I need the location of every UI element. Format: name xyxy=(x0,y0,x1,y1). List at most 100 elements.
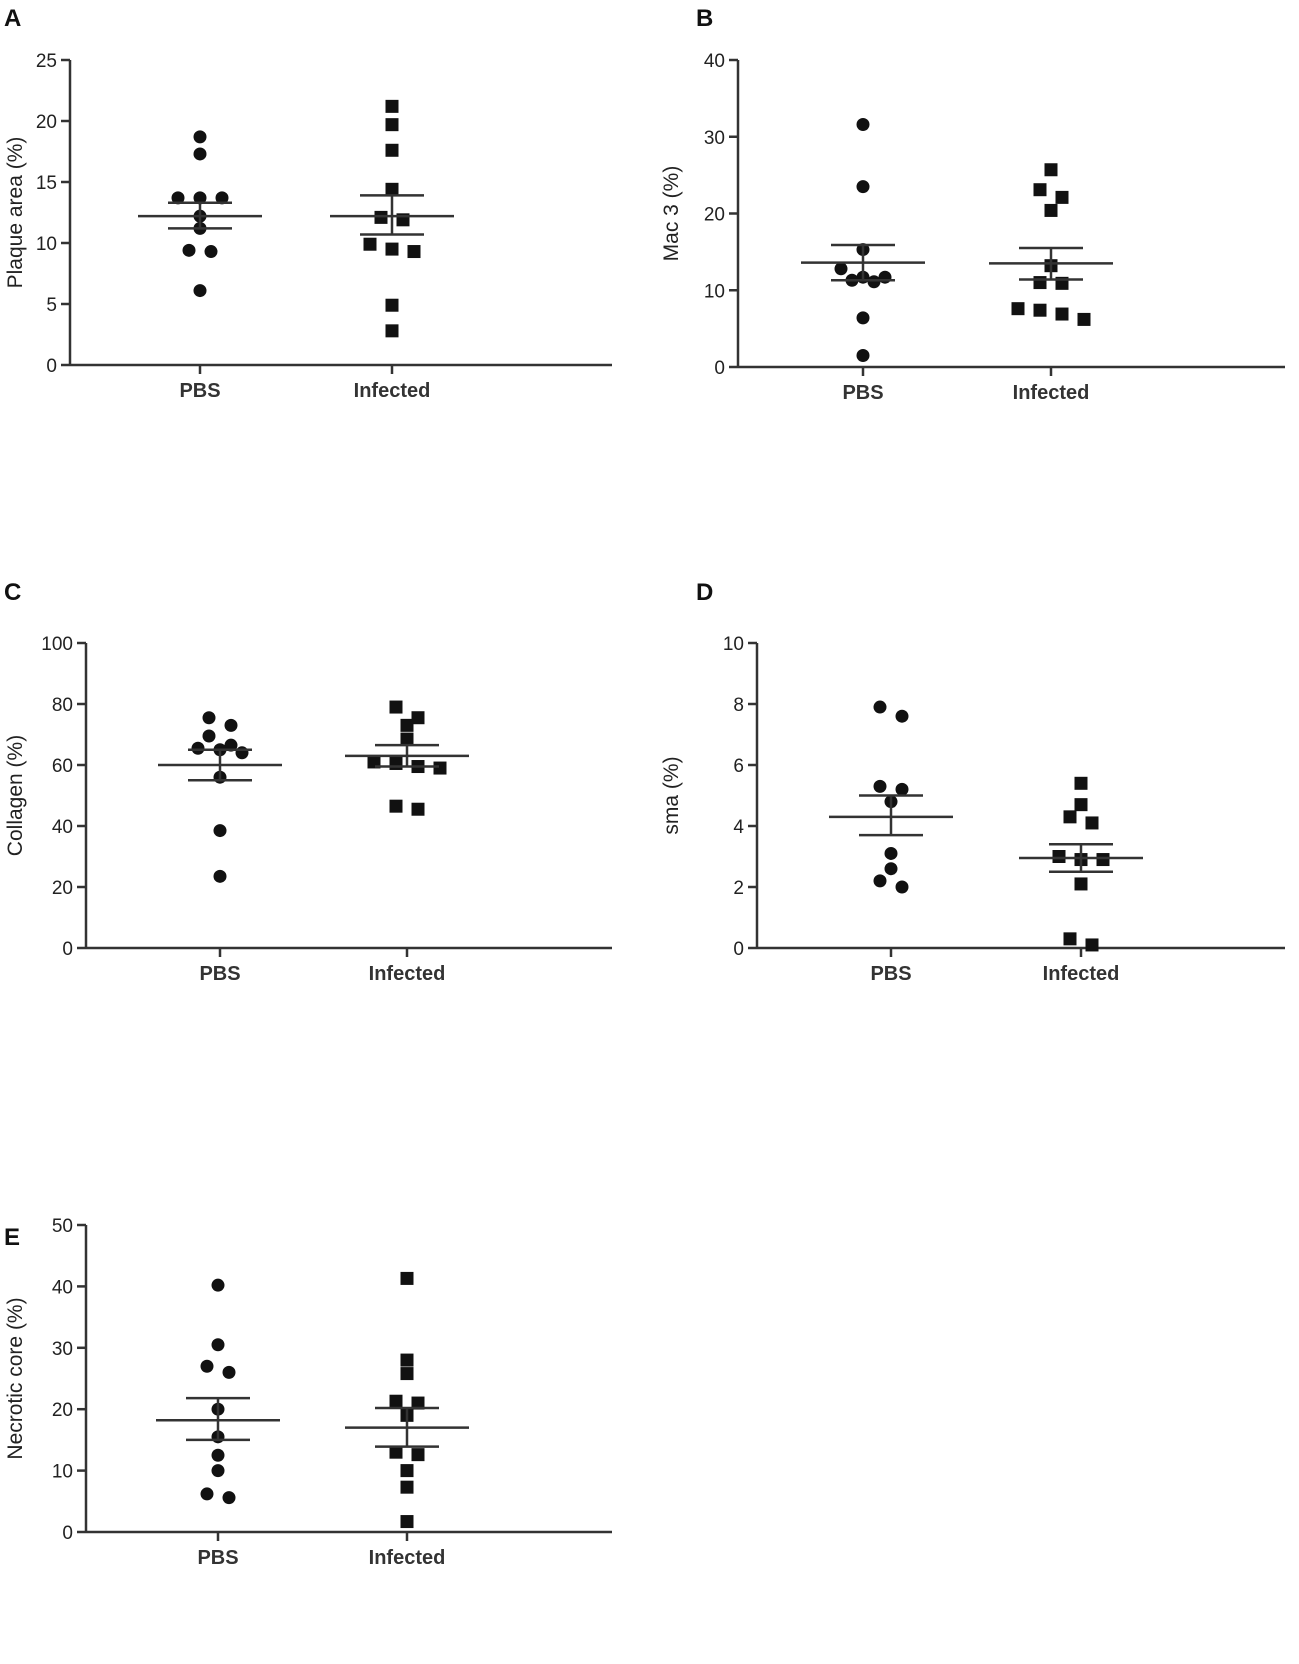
data-point-infected xyxy=(385,182,399,196)
data-point-pbs xyxy=(834,262,848,276)
x-category-label: Infected xyxy=(369,963,446,985)
data-point-infected xyxy=(400,732,414,746)
x-category-label: PBS xyxy=(870,963,911,985)
data-point-pbs xyxy=(895,880,909,894)
data-point-pbs xyxy=(884,862,898,876)
data-point-infected xyxy=(1055,190,1069,204)
data-point-pbs xyxy=(867,275,881,289)
data-point-infected xyxy=(385,99,399,113)
data-point-pbs xyxy=(856,180,870,194)
panel-label: E xyxy=(4,1224,20,1251)
data-point-pbs xyxy=(211,1448,225,1462)
data-point-pbs xyxy=(202,729,216,743)
y-tick-label: 40 xyxy=(52,817,73,838)
data-point-pbs xyxy=(222,1491,236,1505)
y-tick-label: 30 xyxy=(52,1339,73,1360)
data-point-infected xyxy=(1063,932,1077,946)
data-point-infected xyxy=(411,802,425,816)
y-tick-label: 20 xyxy=(52,878,73,899)
x-category-label: Infected xyxy=(1043,963,1120,985)
data-point-infected xyxy=(389,1394,403,1408)
data-point-pbs xyxy=(193,191,207,205)
data-point-infected xyxy=(385,242,399,256)
data-point-pbs xyxy=(193,147,207,161)
data-point-pbs xyxy=(211,1464,225,1478)
y-tick-label: 2 xyxy=(733,878,744,899)
data-point-infected xyxy=(389,756,403,770)
data-point-pbs xyxy=(873,874,887,888)
data-point-pbs xyxy=(895,709,909,723)
data-point-pbs xyxy=(224,738,238,752)
data-point-infected xyxy=(1077,312,1091,326)
data-point-pbs xyxy=(213,824,227,838)
y-tick-label: 100 xyxy=(41,634,73,655)
y-tick-label: 20 xyxy=(52,1400,73,1421)
data-point-pbs xyxy=(211,1278,225,1292)
data-point-pbs xyxy=(884,846,898,860)
y-tick-label: 0 xyxy=(714,358,725,379)
panel-a: A 0 5 10 15 20 25 PBS Infected Plaque area (%) xyxy=(4,5,612,402)
y-tick-label: 0 xyxy=(733,939,744,960)
data-point-infected xyxy=(1044,163,1058,177)
data-point-infected xyxy=(1052,850,1066,863)
data-point-pbs xyxy=(222,1365,236,1379)
y-tick-label: 6 xyxy=(733,756,744,777)
y-tick-label: 40 xyxy=(704,51,725,72)
data-point-pbs xyxy=(211,1338,225,1352)
data-point-infected xyxy=(400,1353,414,1367)
data-point-pbs xyxy=(204,245,218,259)
data-point-pbs xyxy=(856,348,870,362)
y-tick-label: 0 xyxy=(46,356,57,377)
data-point-infected xyxy=(385,324,399,338)
y-axis-title: Necrotic core (%) xyxy=(4,1297,27,1459)
data-point-pbs xyxy=(193,284,207,298)
y-tick-label: 10 xyxy=(36,234,57,255)
y-tick-label: 25 xyxy=(36,51,57,72)
data-point-infected xyxy=(400,1271,414,1285)
data-point-pbs xyxy=(182,243,196,257)
y-tick-label: 30 xyxy=(704,128,725,149)
data-point-infected xyxy=(1044,203,1058,217)
y-tick-label: 8 xyxy=(733,695,744,716)
data-point-infected xyxy=(389,799,403,813)
x-category-label: Infected xyxy=(354,380,431,402)
data-point-infected xyxy=(400,1480,414,1494)
data-point-pbs xyxy=(856,117,870,131)
y-tick-label: 0 xyxy=(62,939,73,960)
data-point-infected xyxy=(1063,810,1077,824)
data-point-infected xyxy=(1074,798,1088,812)
data-point-infected xyxy=(385,118,399,132)
x-category-label: PBS xyxy=(179,380,220,402)
data-point-infected xyxy=(1085,816,1099,830)
y-tick-label: 40 xyxy=(52,1277,73,1298)
data-point-infected xyxy=(1033,183,1047,197)
data-point-pbs xyxy=(200,1487,214,1501)
x-category-label: PBS xyxy=(199,963,240,985)
y-axis-title: sma (%) xyxy=(660,756,683,834)
data-point-infected xyxy=(1011,302,1025,316)
y-tick-label: 80 xyxy=(52,695,73,716)
data-point-infected xyxy=(363,237,377,251)
panel-c: C 0 20 40 60 80 100 PBS Infected Collagen (%) xyxy=(4,579,612,985)
data-point-infected xyxy=(407,245,421,259)
data-point-pbs xyxy=(215,191,229,205)
data-point-infected xyxy=(367,755,381,769)
data-point-infected xyxy=(1074,776,1088,790)
data-point-pbs xyxy=(200,1359,214,1373)
data-point-pbs xyxy=(895,782,909,796)
panel-d: D 0 2 4 6 8 10 PBS Infected sma (%) xyxy=(660,579,1285,985)
data-point-infected xyxy=(389,700,403,714)
panel-label: A xyxy=(4,5,21,32)
y-tick-label: 50 xyxy=(52,1216,73,1237)
y-axis-title: Mac 3 (%) xyxy=(660,166,683,262)
data-point-infected xyxy=(1033,303,1047,317)
y-tick-label: 10 xyxy=(52,1462,73,1483)
data-point-infected xyxy=(1074,877,1088,891)
panel-label: B xyxy=(696,5,713,32)
data-point-infected xyxy=(400,1515,414,1529)
data-point-infected xyxy=(411,711,425,725)
data-point-infected xyxy=(1033,276,1047,290)
data-point-infected xyxy=(400,1367,414,1381)
data-point-pbs xyxy=(213,869,227,883)
